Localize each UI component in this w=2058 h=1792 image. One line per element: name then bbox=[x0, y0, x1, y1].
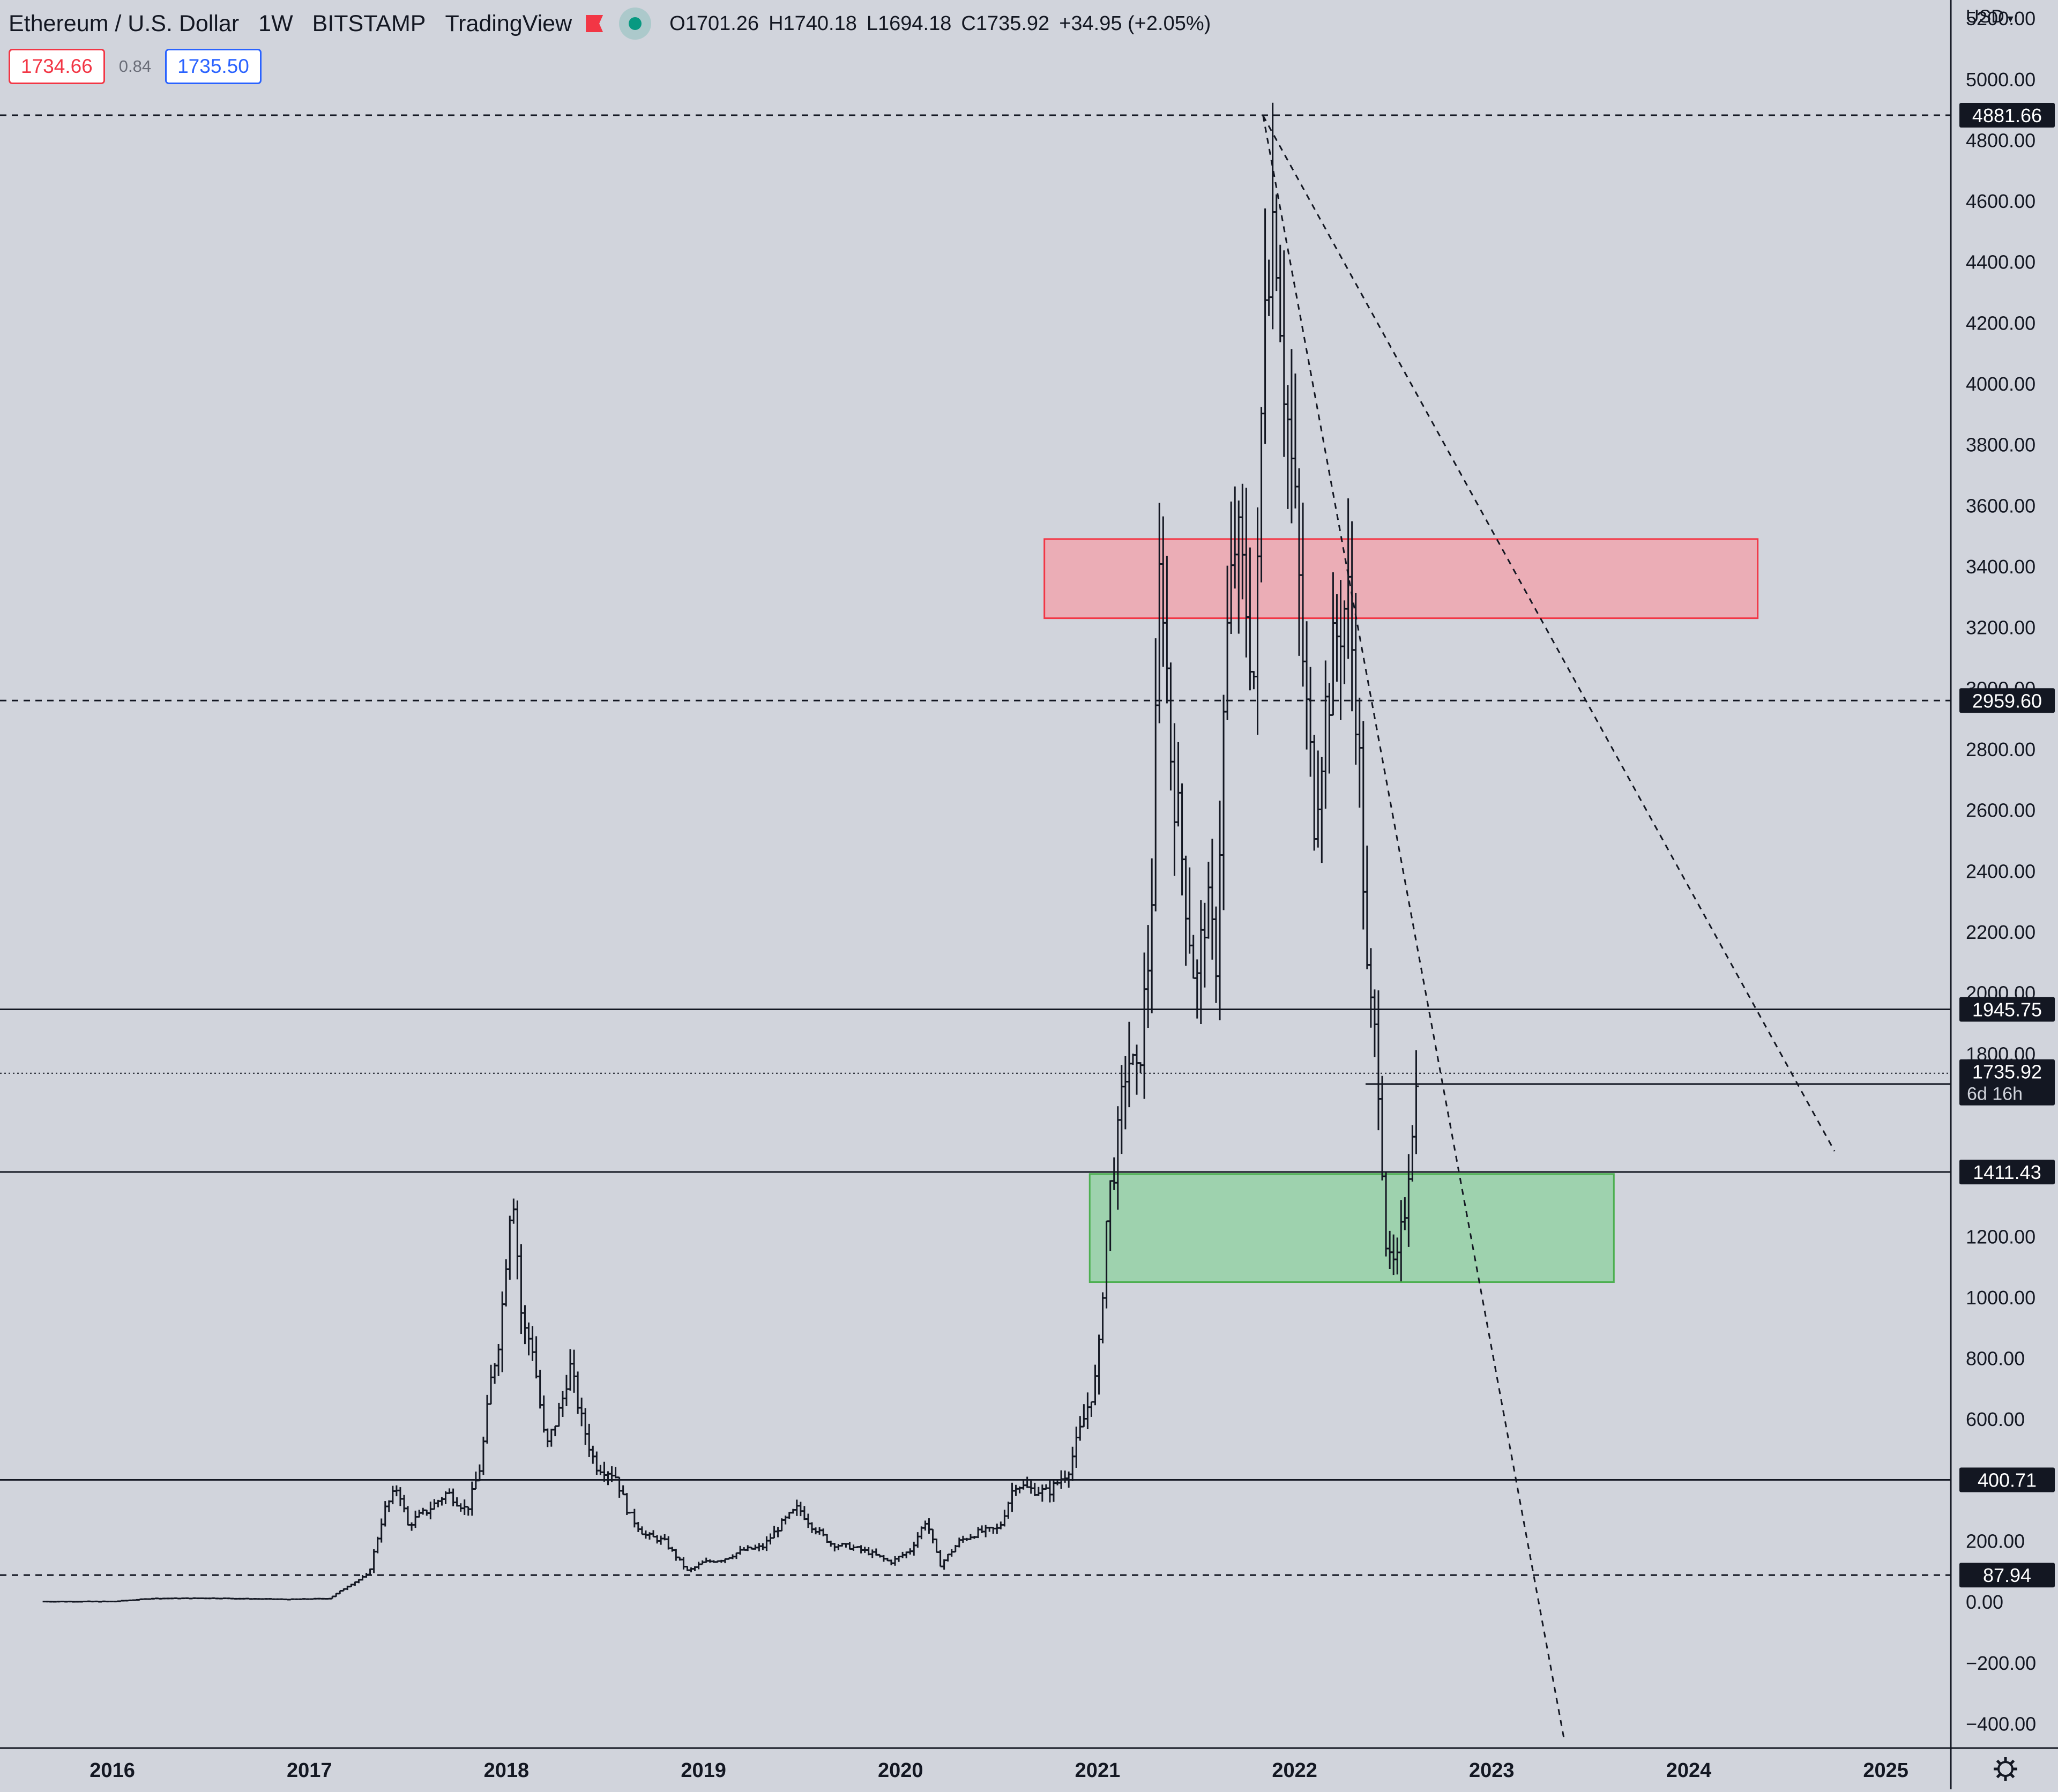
x-tick-label: 2024 bbox=[1666, 1759, 1712, 1782]
currency-selector[interactable]: USD ▾ bbox=[1966, 6, 2014, 27]
exchange-label: BITSTAMP bbox=[312, 10, 426, 36]
y-tick-label: 2600.00 bbox=[1966, 800, 2035, 822]
trade-panel: 1734.66 0.84 1735.50 bbox=[9, 49, 262, 84]
x-tick-label: 2018 bbox=[484, 1759, 530, 1782]
current-price-label-bg bbox=[1959, 1059, 2055, 1106]
level-label-2959.60: 2959.60 bbox=[1972, 690, 2042, 712]
y-tick-label: 5000.00 bbox=[1966, 69, 2035, 91]
interval-label[interactable]: 1W bbox=[258, 10, 293, 36]
x-tick-label: 2020 bbox=[878, 1759, 923, 1782]
chevron-down-icon: ▾ bbox=[2007, 12, 2014, 25]
market-status-icon[interactable] bbox=[619, 8, 652, 40]
current-price-label: 1735.92 bbox=[1972, 1061, 2042, 1083]
y-tick-label: 3400.00 bbox=[1966, 556, 2035, 578]
level-label-2959.60-bg bbox=[1959, 688, 2055, 713]
spread-value: 0.84 bbox=[118, 57, 152, 76]
y-tick-label: 4600.00 bbox=[1966, 190, 2035, 212]
flag-icon[interactable] bbox=[586, 15, 603, 32]
ohlc-change: +34.95 (+2.05%) bbox=[1059, 12, 1211, 35]
chart-header: Ethereum / U.S. Dollar 1W BITSTAMP Tradi… bbox=[9, 8, 1220, 40]
level-label-87.94: 87.94 bbox=[1983, 1564, 2031, 1586]
x-tick-label: 2017 bbox=[287, 1759, 332, 1782]
y-tick-label: −200.00 bbox=[1966, 1652, 2036, 1674]
y-tick-label: 2200.00 bbox=[1966, 921, 2035, 943]
x-tick-label: 2019 bbox=[681, 1759, 726, 1782]
y-tick-label: 1200.00 bbox=[1966, 1226, 2035, 1248]
y-tick-label: 2400.00 bbox=[1966, 860, 2035, 882]
y-tick-label: 4800.00 bbox=[1966, 129, 2035, 151]
y-tick-label: 3600.00 bbox=[1966, 495, 2035, 517]
y-tick-label: 4200.00 bbox=[1966, 312, 2035, 334]
y-tick-label: 3200.00 bbox=[1966, 617, 2035, 639]
trendline-1 bbox=[1262, 115, 1836, 1152]
ohlc-low: L1694.18 bbox=[866, 12, 952, 35]
level-label-4881.66: 4881.66 bbox=[1972, 104, 2042, 126]
support-zone bbox=[1088, 1173, 1615, 1283]
x-tick-label: 2022 bbox=[1272, 1759, 1317, 1782]
level-label-400.71: 400.71 bbox=[1978, 1469, 2037, 1491]
level-label-4881.66-bg bbox=[1959, 103, 2055, 128]
trendline-2 bbox=[1262, 115, 1565, 1742]
y-tick-label: 800.00 bbox=[1966, 1348, 2025, 1370]
resistance-zone bbox=[1043, 538, 1759, 619]
level-label-87.94-bg bbox=[1959, 1563, 2055, 1588]
x-tick-label: 2016 bbox=[90, 1759, 135, 1782]
y-tick-label: 600.00 bbox=[1966, 1408, 2025, 1430]
ohlc-values: O1701.26 H1740.18 L1694.18 C1735.92 +34.95 (… bbox=[669, 12, 1220, 35]
level-label-1945.75-bg bbox=[1959, 997, 2055, 1022]
symbol-title[interactable]: Ethereum / U.S. Dollar bbox=[9, 10, 240, 36]
bar-countdown-label: 6d 16h bbox=[1967, 1084, 2023, 1104]
ohlc-open: O1701.26 bbox=[669, 12, 759, 35]
x-tick-label: 2025 bbox=[1863, 1759, 1908, 1782]
gear-icon[interactable] bbox=[1994, 1757, 2017, 1781]
price-label-1411.43: 1411.43 bbox=[1973, 1161, 2041, 1183]
price-label-1411.43-bg bbox=[1959, 1160, 2055, 1185]
time-axis bbox=[0, 1748, 2058, 1789]
level-label-400.71-bg bbox=[1959, 1467, 2055, 1492]
y-tick-label: 2800.00 bbox=[1966, 738, 2035, 760]
x-tick-label: 2023 bbox=[1469, 1759, 1515, 1782]
ohlc-high: H1740.18 bbox=[769, 12, 857, 35]
y-tick-label: 4400.00 bbox=[1966, 251, 2035, 273]
currency-label: USD bbox=[1966, 6, 2004, 27]
y-tick-label: 0.00 bbox=[1966, 1591, 2003, 1613]
sell-price-button[interactable]: 1734.66 bbox=[9, 49, 105, 84]
y-tick-label: 200.00 bbox=[1966, 1530, 2025, 1552]
source-label: TradingView bbox=[445, 10, 572, 36]
y-tick-label: 3800.00 bbox=[1966, 434, 2035, 456]
ohlc-close: C1735.92 bbox=[961, 12, 1050, 35]
level-label-1945.75: 1945.75 bbox=[1972, 998, 2042, 1020]
y-tick-label: 1000.00 bbox=[1966, 1287, 2035, 1309]
buy-price-button[interactable]: 1735.50 bbox=[165, 49, 262, 84]
y-tick-label: 4000.00 bbox=[1966, 373, 2035, 395]
y-tick-label: −400.00 bbox=[1966, 1713, 2036, 1735]
x-tick-label: 2021 bbox=[1075, 1759, 1121, 1782]
y-tick-label: 5200.00 bbox=[1966, 8, 2035, 29]
